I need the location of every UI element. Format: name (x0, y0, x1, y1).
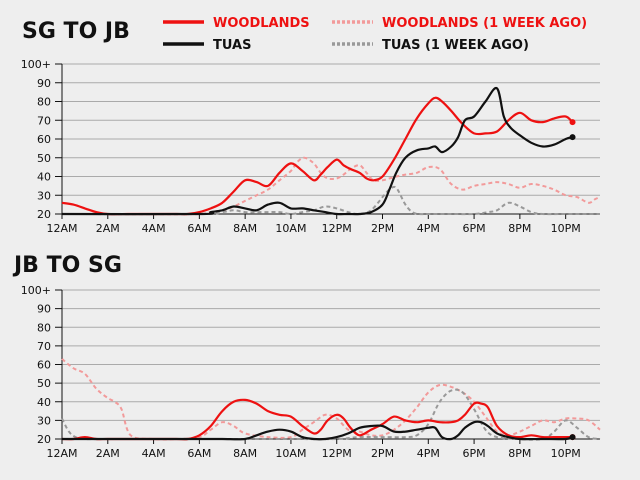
series-line-woodlands-1-week-ago (62, 156, 601, 216)
x-tick-label: 2AM (96, 447, 120, 460)
y-tick-label: 40 (37, 396, 51, 409)
y-tick-label: 100+ (21, 284, 51, 297)
x-tick-label: 12AM (46, 447, 77, 460)
y-tick-label: 20 (37, 208, 51, 221)
chart-jb-to-sg: 20 30 40 50 60 70 80 90 100+ 12AM 2AM 4AM 6AM 8AM 10AM… (21, 284, 601, 460)
chart-title-jb-to-sg: JB TO SG (12, 253, 122, 278)
legend: WOODLANDS WOODLANDS (1 WEEK AGO) TUAS TU… (163, 16, 587, 53)
series-line-tuas (62, 420, 573, 441)
y-tick-label: 20 (37, 433, 51, 446)
legend-label-tuas-1-week-ago: TUAS (1 WEEK AGO) (382, 38, 529, 53)
x-tick-label: 10PM (551, 447, 581, 460)
y-tick-label: 70 (37, 340, 51, 353)
x-tick-label: 4AM (142, 222, 166, 235)
x-tick-label: 8PM (508, 447, 531, 460)
y-tick-label: 60 (37, 133, 51, 146)
y-tick-label: 60 (37, 359, 51, 372)
x-tick-label: 2AM (96, 222, 120, 235)
legend-item-woodlands[interactable]: WOODLANDS (163, 16, 310, 31)
x-tick-label: 4PM (417, 222, 440, 235)
series-line-woodlands (61, 96, 574, 216)
x-tick-label: 4AM (142, 447, 166, 460)
current-point-tuas (569, 134, 576, 141)
x-tick-label: 12PM (322, 222, 352, 235)
x-tick-label: 10AM (275, 447, 306, 460)
legend-label-tuas: TUAS (213, 38, 251, 53)
x-tick-label: 8AM (233, 447, 257, 460)
x-tick-label: 8PM (508, 222, 531, 235)
y-tick-label: 50 (37, 152, 51, 165)
series-line-tuas-1-week-ago (61, 185, 600, 216)
y-tick-label: 70 (37, 114, 51, 127)
y-tick-label: 30 (37, 414, 51, 427)
series-line-woodlands-1-week-ago (61, 358, 601, 441)
y-tick-label: 80 (37, 321, 51, 334)
x-tick-label: 10AM (275, 222, 306, 235)
x-tick-label: 12AM (46, 222, 77, 235)
y-tick-label: 40 (37, 171, 51, 184)
x-tick-label: 6PM (463, 447, 486, 460)
x-tick-label: 2PM (371, 447, 394, 460)
legend-label-woodlands-1-week-ago: WOODLANDS (1 WEEK AGO) (382, 16, 587, 31)
legend-item-tuas[interactable]: TUAS (163, 38, 251, 53)
y-tick-label: 30 (37, 189, 51, 202)
x-tick-label: 8AM (233, 222, 257, 235)
y-tick-label: 100+ (21, 58, 51, 71)
current-point-tuas (569, 434, 576, 441)
x-tick-label: 2PM (371, 222, 394, 235)
current-point-woodlands (569, 119, 576, 126)
x-tick-label: 10PM (551, 222, 581, 235)
x-tick-label: 6AM (187, 447, 211, 460)
x-tick-label: 12PM (322, 447, 352, 460)
chart-title-sg-to-jb: SG TO JB (22, 19, 130, 44)
y-tick-label: 90 (37, 77, 51, 90)
x-tick-label: 6AM (187, 222, 211, 235)
legend-item-woodlands-1-week-ago[interactable]: WOODLANDS (1 WEEK AGO) (332, 16, 587, 31)
y-tick-label: 80 (37, 96, 51, 109)
chart-sg-to-jb: 20 30 40 50 60 70 80 90 100+ 12AM 2AM 4AM 6AM 8AM 10AM… (21, 58, 601, 235)
legend-label-woodlands: WOODLANDS (213, 16, 310, 31)
y-tick-label: 50 (37, 377, 51, 390)
y-tick-label: 90 (37, 303, 51, 316)
x-tick-label: 4PM (417, 447, 440, 460)
legend-item-tuas-1-week-ago[interactable]: TUAS (1 WEEK AGO) (332, 38, 529, 53)
series-line-tuas (61, 86, 573, 216)
x-tick-label: 6PM (463, 222, 486, 235)
